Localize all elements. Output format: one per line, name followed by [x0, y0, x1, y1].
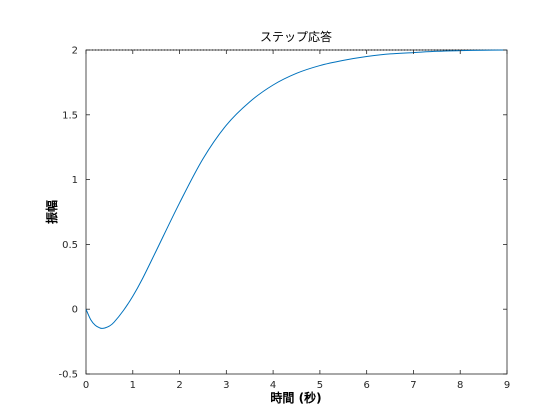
- series-layer: [85, 49, 508, 329]
- y-tick-label: 0: [72, 305, 78, 316]
- x-axis-label: 時間 (秒): [270, 390, 321, 405]
- y-axis: -0.5 0 0.5 1 1.5 2: [58, 46, 507, 381]
- x-tick-label: 7: [410, 380, 416, 391]
- x-tick-label: 1: [130, 380, 136, 391]
- x-tick-label: 8: [457, 380, 463, 391]
- y-tick-label: 1: [72, 175, 78, 186]
- y-tick-label: 1.5: [62, 110, 78, 121]
- step-response-line: [85, 49, 508, 329]
- y-tick-label: -0.5: [58, 370, 78, 381]
- x-tick-label: 6: [363, 380, 369, 391]
- y-tick-label: 2: [72, 46, 78, 57]
- x-tick-label: 5: [317, 380, 323, 391]
- plot-area: [85, 49, 508, 375]
- x-axis: 0 1 2 3 4 5 6 7 8 9: [83, 50, 510, 391]
- x-tick-label: 3: [223, 380, 229, 391]
- chart-title: ステップ応答: [260, 29, 332, 44]
- x-tick-label: 9: [504, 380, 510, 391]
- y-tick-label: 0.5: [62, 240, 78, 251]
- y-axis-label: 振幅: [44, 200, 59, 224]
- x-tick-label: 2: [176, 380, 182, 391]
- x-tick-label: 0: [83, 380, 89, 391]
- x-tick-label: 4: [270, 380, 276, 391]
